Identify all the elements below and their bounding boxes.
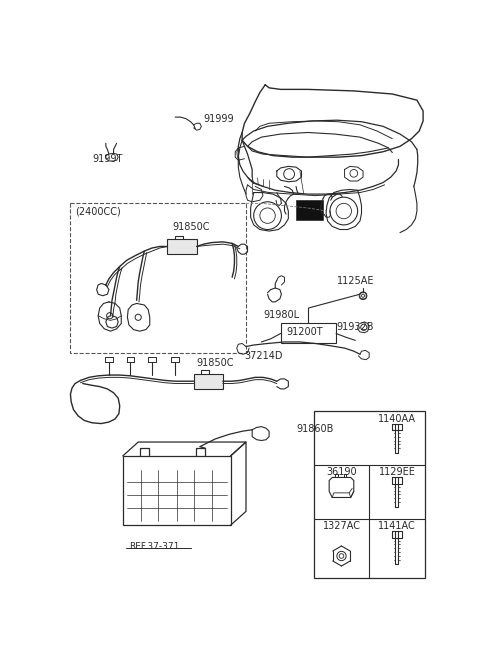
Text: (2400CC): (2400CC) (75, 206, 121, 216)
Text: 9199T: 9199T (92, 155, 122, 164)
Text: 1141AC: 1141AC (378, 521, 416, 531)
Bar (168, 239, 197, 254)
Text: 91980L: 91980L (263, 310, 299, 320)
Text: 1129EE: 1129EE (379, 468, 415, 477)
Text: 1140AA: 1140AA (378, 413, 416, 424)
Bar (314, 411, 425, 578)
Text: 1327AC: 1327AC (323, 521, 360, 531)
Text: 91999: 91999 (204, 114, 234, 124)
Text: 37214D: 37214D (244, 351, 283, 361)
Text: 36190: 36190 (326, 468, 357, 477)
Bar (123, 456, 230, 525)
Text: 91850C: 91850C (173, 222, 210, 232)
Text: 91850C: 91850C (196, 358, 233, 368)
Text: REF.37-371: REF.37-371 (129, 542, 180, 551)
Text: 91200T: 91200T (286, 327, 323, 337)
Text: 91860B: 91860B (296, 424, 334, 434)
Bar (71, 203, 246, 354)
Text: 1125AE: 1125AE (337, 276, 374, 286)
Text: 91932B: 91932B (337, 322, 374, 332)
Bar (296, 200, 323, 219)
Bar (193, 373, 223, 389)
Bar (281, 324, 336, 343)
